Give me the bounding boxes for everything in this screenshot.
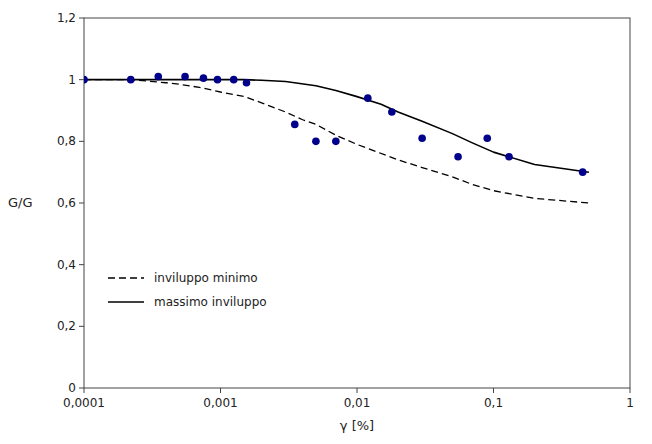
point [84, 76, 88, 84]
point [230, 76, 238, 84]
point [483, 134, 491, 142]
point [154, 73, 162, 81]
point [214, 76, 222, 84]
data-area [84, 73, 589, 203]
x-tick-label: 0,01 [344, 396, 371, 410]
y-tick [79, 264, 84, 265]
y-axis-label: G/G [8, 195, 33, 210]
x-tick-label: 0,0001 [63, 396, 105, 410]
x-tick-label: 0,001 [203, 396, 237, 410]
y-tick-label: 0 [68, 381, 76, 395]
x-tick [493, 388, 494, 393]
x-axis: 0,0001 0,001 0,01 0,1 1 [63, 388, 634, 410]
point [243, 79, 251, 87]
y-axis: 0 0,2 0,4 0,6 0,8 1 1,2 [57, 11, 84, 395]
chart: 0,0001 0,001 0,01 0,1 1 0 0,2 0,4 0,6 0,8 1 1,2 γ [%… [0, 0, 652, 444]
y-tick [79, 141, 84, 142]
point [364, 94, 372, 102]
point [505, 153, 513, 161]
point [200, 74, 208, 82]
y-tick [79, 203, 84, 204]
legend-swatch [108, 277, 144, 278]
legend: inviluppo minimo massimo inviluppo [108, 271, 267, 309]
x-tick-label: 1 [626, 396, 634, 410]
y-tick [79, 18, 84, 19]
point [332, 138, 340, 146]
y-tick-label: 1,2 [57, 11, 76, 25]
point [181, 73, 189, 81]
point [312, 138, 320, 146]
x-axis-label: γ [%] [340, 418, 374, 433]
y-tick-label: 0,8 [57, 134, 76, 148]
point [418, 134, 426, 142]
legend-label: inviluppo minimo [154, 271, 258, 285]
y-tick [79, 388, 84, 389]
plot-frame [84, 18, 630, 388]
line [84, 80, 589, 173]
x-tick [84, 388, 85, 393]
y-tick-label: 0,4 [57, 258, 76, 272]
legend-swatch [108, 301, 144, 303]
x-tick [220, 388, 221, 393]
legend-label: massimo inviluppo [154, 295, 267, 309]
y-tick-label: 0,6 [57, 196, 76, 210]
y-tick-label: 1 [68, 73, 76, 87]
x-tick-label: 0,1 [484, 396, 503, 410]
point [388, 108, 396, 116]
y-tick [79, 326, 84, 327]
y-tick-label: 0,2 [57, 319, 76, 333]
point [579, 168, 587, 176]
scatter-series [84, 73, 586, 176]
point [291, 121, 299, 129]
y-tick [79, 79, 84, 80]
line [84, 80, 589, 203]
point [127, 76, 135, 84]
point [454, 153, 462, 161]
x-tick [357, 388, 358, 393]
x-tick [630, 388, 631, 393]
